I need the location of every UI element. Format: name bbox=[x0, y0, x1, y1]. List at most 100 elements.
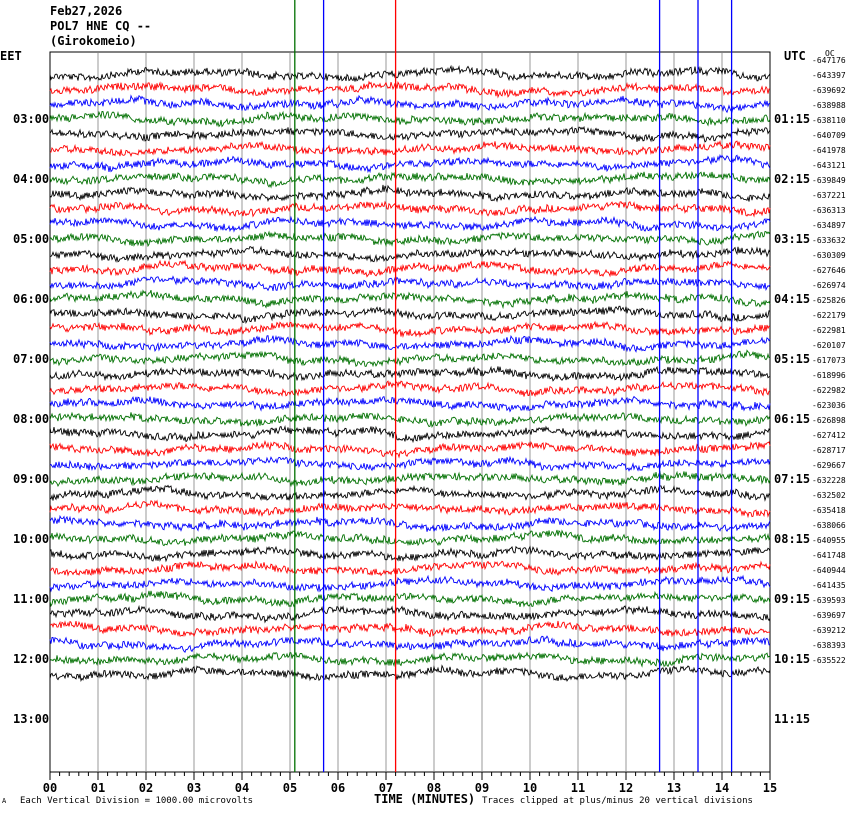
trace-offset-label: -626898 bbox=[812, 416, 846, 425]
trace-offset-label: -627646 bbox=[812, 266, 846, 275]
trace-line bbox=[49, 275, 771, 292]
trace-offset-label: -640944 bbox=[812, 566, 846, 575]
trace-offset-label: -630309 bbox=[812, 251, 846, 260]
x-tick-label: 14 bbox=[715, 781, 729, 795]
trace-line bbox=[49, 94, 771, 114]
trace-offset-label: -632502 bbox=[812, 491, 846, 500]
trace-line bbox=[49, 110, 771, 128]
trace-offset-label: -643121 bbox=[812, 161, 846, 170]
trace-offset-label: -618996 bbox=[812, 371, 846, 380]
plot-frame bbox=[49, 51, 771, 773]
left-timezone-label: EET bbox=[0, 49, 22, 63]
left-time-label: 11:00 bbox=[13, 592, 50, 606]
x-tick-label: 08 bbox=[427, 781, 441, 795]
trace-offset-label: -639212 bbox=[812, 626, 846, 635]
trace-offset-label: -640955 bbox=[812, 536, 846, 545]
trace-offset-label: -633632 bbox=[812, 236, 846, 245]
trace-line bbox=[49, 259, 771, 278]
scale-note: Each Vertical Division = 1000.00 microvo… bbox=[20, 796, 253, 806]
trace-offset-label: -640709 bbox=[812, 131, 846, 140]
x-tick-label: 03 bbox=[187, 781, 201, 795]
clip-note: Traces clipped at plus/minus 20 vertical… bbox=[482, 796, 753, 806]
trace-offset-label: -641435 bbox=[812, 581, 846, 590]
trace-offset-label: -628717 bbox=[812, 446, 846, 455]
trace-offset-label: -629667 bbox=[812, 461, 846, 470]
trace-line bbox=[49, 215, 771, 233]
trace-line bbox=[49, 305, 771, 324]
trace-offset-label: -639593 bbox=[812, 596, 846, 605]
trace-line bbox=[49, 184, 771, 203]
time-axis: 00 01 02 03 04 05 06 07 08 09 10 11 12 13 14 15 bbox=[43, 772, 777, 795]
trace-line bbox=[49, 440, 771, 459]
trace-offset-label: -622982 bbox=[812, 386, 846, 395]
trace-offset-label: -637221 bbox=[812, 191, 846, 200]
trace-offset-label: -623036 bbox=[812, 401, 846, 410]
trace-offset-label: -639697 bbox=[812, 611, 846, 620]
x-tick-label: 02 bbox=[139, 781, 153, 795]
trace-offset-label: -639692 bbox=[812, 86, 846, 95]
minute-grid bbox=[49, 51, 771, 773]
trace-line bbox=[49, 380, 771, 398]
trace-offset-label: -634897 bbox=[812, 221, 846, 230]
x-tick-label: 04 bbox=[235, 781, 249, 795]
trace-offset-label: -638393 bbox=[812, 641, 846, 650]
right-time-label: 07:15 bbox=[774, 472, 811, 486]
trace-line bbox=[49, 411, 771, 429]
left-time-label: 06:00 bbox=[13, 292, 50, 306]
trace-offset-label: -638110 bbox=[812, 116, 846, 125]
trace-line bbox=[49, 514, 771, 533]
trace-line bbox=[49, 499, 771, 519]
trace-offset-label: -639849 bbox=[812, 176, 846, 185]
seismic-traces bbox=[49, 64, 771, 682]
left-time-label: 03:00 bbox=[13, 112, 50, 126]
trace-offset-label: -632228 bbox=[812, 476, 846, 485]
trace-line bbox=[49, 64, 771, 83]
trace-offset-label: -638066 bbox=[812, 521, 846, 530]
trace-line bbox=[49, 320, 771, 338]
right-time-label: 04:15 bbox=[774, 292, 811, 306]
trace-line bbox=[49, 560, 771, 577]
trace-line bbox=[49, 664, 771, 682]
trace-line bbox=[49, 334, 771, 353]
x-tick-label: 12 bbox=[619, 781, 633, 795]
trace-offset-label: -625826 bbox=[812, 296, 846, 305]
trace-offset-label: -622981 bbox=[812, 326, 846, 335]
left-time-label: 10:00 bbox=[13, 532, 50, 546]
trace-offset-label: -641978 bbox=[812, 146, 846, 155]
right-time-label: 09:15 bbox=[774, 592, 811, 606]
x-tick-label: 07 bbox=[379, 781, 393, 795]
trace-offset-label: -643397 bbox=[812, 71, 846, 80]
trace-offset-label: -647176 bbox=[812, 56, 846, 65]
trace-line bbox=[49, 455, 771, 472]
trace-line bbox=[49, 154, 771, 174]
left-time-label: 08:00 bbox=[13, 412, 50, 426]
trace-line bbox=[49, 365, 771, 382]
right-time-label: 05:15 bbox=[774, 352, 811, 366]
trace-offset-label: -622179 bbox=[812, 311, 846, 320]
trace-offset-label: -617073 bbox=[812, 356, 846, 365]
right-time-label: 06:15 bbox=[774, 412, 811, 426]
trace-offset-labels: -647176 -643397 -639692 -638988 -638110 -6407… bbox=[812, 56, 846, 665]
left-time-label: 12:00 bbox=[13, 652, 50, 666]
trace-line bbox=[49, 349, 771, 368]
x-tick-label: 05 bbox=[283, 781, 297, 795]
trace-offset-label: -638988 bbox=[812, 101, 846, 110]
x-axis-title: TIME (MINUTES) bbox=[374, 792, 476, 806]
event-spikes bbox=[294, 0, 733, 772]
right-time-label: 11:15 bbox=[774, 712, 811, 726]
trace-offset-label: -626974 bbox=[812, 281, 846, 290]
trace-line bbox=[49, 574, 771, 593]
trace-line bbox=[49, 590, 771, 608]
trace-line bbox=[49, 604, 771, 624]
bottom-left-mark: A bbox=[2, 797, 7, 805]
x-tick-label: 13 bbox=[667, 781, 681, 795]
trace-line bbox=[49, 80, 771, 99]
station-location: (Girokomeio) bbox=[50, 34, 137, 48]
trace-line bbox=[49, 289, 771, 310]
trace-line bbox=[49, 395, 771, 413]
right-time-label: 03:15 bbox=[774, 232, 811, 246]
right-time-label: 10:15 bbox=[774, 652, 811, 666]
right-timezone-label: UTC bbox=[784, 49, 806, 63]
trace-offset-label: -620107 bbox=[812, 341, 846, 350]
